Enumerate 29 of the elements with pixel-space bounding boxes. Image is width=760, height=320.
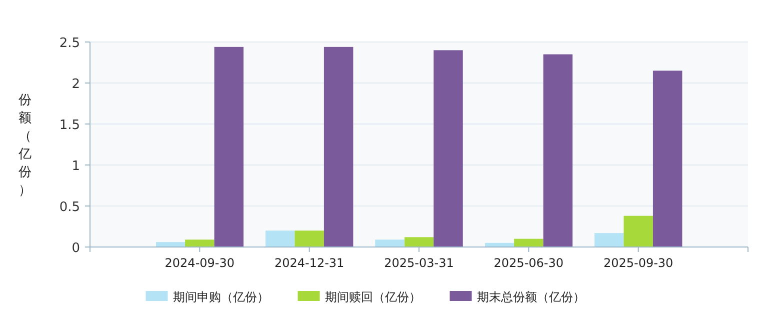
x-tick-label: 2025-09-30	[603, 256, 674, 270]
y-tick-label: 1.5	[59, 118, 80, 133]
bar	[156, 242, 186, 247]
bar	[404, 237, 434, 247]
y-axis-title: 份额（亿份）	[18, 93, 32, 198]
bar	[214, 46, 244, 247]
bar	[434, 50, 463, 247]
bar	[514, 238, 544, 247]
x-tick-label: 2024-12-31	[274, 256, 344, 270]
bar	[375, 240, 404, 247]
y-tick-label: 2.5	[59, 36, 80, 51]
bar	[624, 216, 653, 247]
legend-label: 期末总份额（亿份）	[476, 290, 585, 304]
y-tick-label: 2	[72, 77, 80, 92]
bar	[265, 230, 295, 247]
bar	[543, 54, 573, 247]
legend-label: 期间申购（亿份）	[172, 290, 269, 304]
legend-label: 期间赎回（亿份）	[324, 290, 421, 304]
bar	[324, 46, 354, 247]
y-tick-label: 0	[72, 241, 80, 256]
bar	[594, 233, 624, 247]
y-tick-label: 1	[72, 159, 80, 174]
bar	[185, 240, 214, 247]
x-tick-label: 2025-06-30	[494, 256, 564, 270]
x-tick-label: 2025-03-31	[384, 256, 454, 270]
y-tick-label: 0.5	[59, 200, 80, 215]
bar	[294, 230, 324, 247]
x-tick-label: 2024-09-30	[164, 256, 235, 270]
bar	[652, 70, 682, 247]
